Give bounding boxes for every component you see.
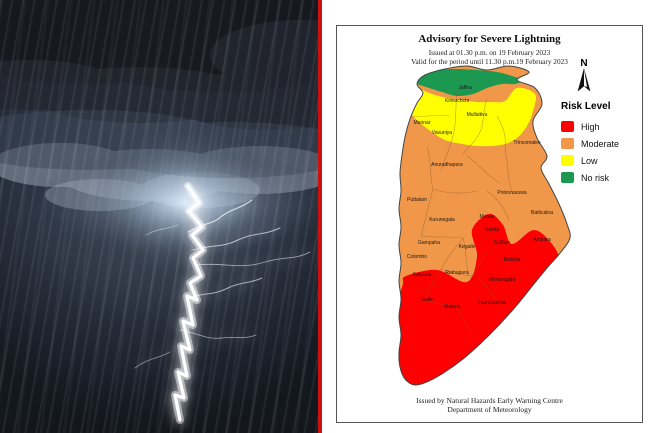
svg-text:Kegalle: Kegalle	[459, 244, 476, 250]
svg-text:Hambantota: Hambantota	[478, 300, 505, 306]
svg-text:Gampaha: Gampaha	[418, 240, 440, 246]
svg-text:Kurunegala: Kurunegala	[429, 217, 455, 223]
svg-text:Monaragala: Monaragala	[489, 277, 516, 283]
svg-text:Polonnaruwa: Polonnaruwa	[497, 190, 526, 196]
svg-text:Vavuniya: Vavuniya	[432, 130, 452, 136]
svg-text:Trincomalee: Trincomalee	[513, 140, 541, 146]
svg-text:Batticaloa: Batticaloa	[531, 210, 553, 216]
svg-text:Kilinochchi: Kilinochchi	[445, 98, 469, 104]
svg-text:Badulla: Badulla	[504, 257, 521, 263]
svg-text:Ratnapura: Ratnapura	[445, 270, 469, 276]
svg-text:Mullaitivu: Mullaitivu	[467, 112, 488, 118]
svg-text:Kalutara: Kalutara	[413, 272, 432, 278]
svg-text:Matale: Matale	[479, 214, 494, 220]
svg-text:Galle: Galle	[421, 297, 433, 303]
svg-text:N.Eliya: N.Eliya	[494, 240, 510, 246]
svg-text:Matara: Matara	[444, 304, 460, 310]
svg-text:Kandy: Kandy	[485, 227, 500, 233]
svg-text:Mannar: Mannar	[414, 120, 431, 126]
svg-text:Jaffna: Jaffna	[458, 85, 472, 91]
svg-text:Puttalam: Puttalam	[407, 197, 427, 203]
svg-text:Anuradhapura: Anuradhapura	[431, 162, 463, 168]
svg-text:Colombo: Colombo	[407, 254, 427, 260]
svg-text:Ampara: Ampara	[533, 237, 551, 243]
